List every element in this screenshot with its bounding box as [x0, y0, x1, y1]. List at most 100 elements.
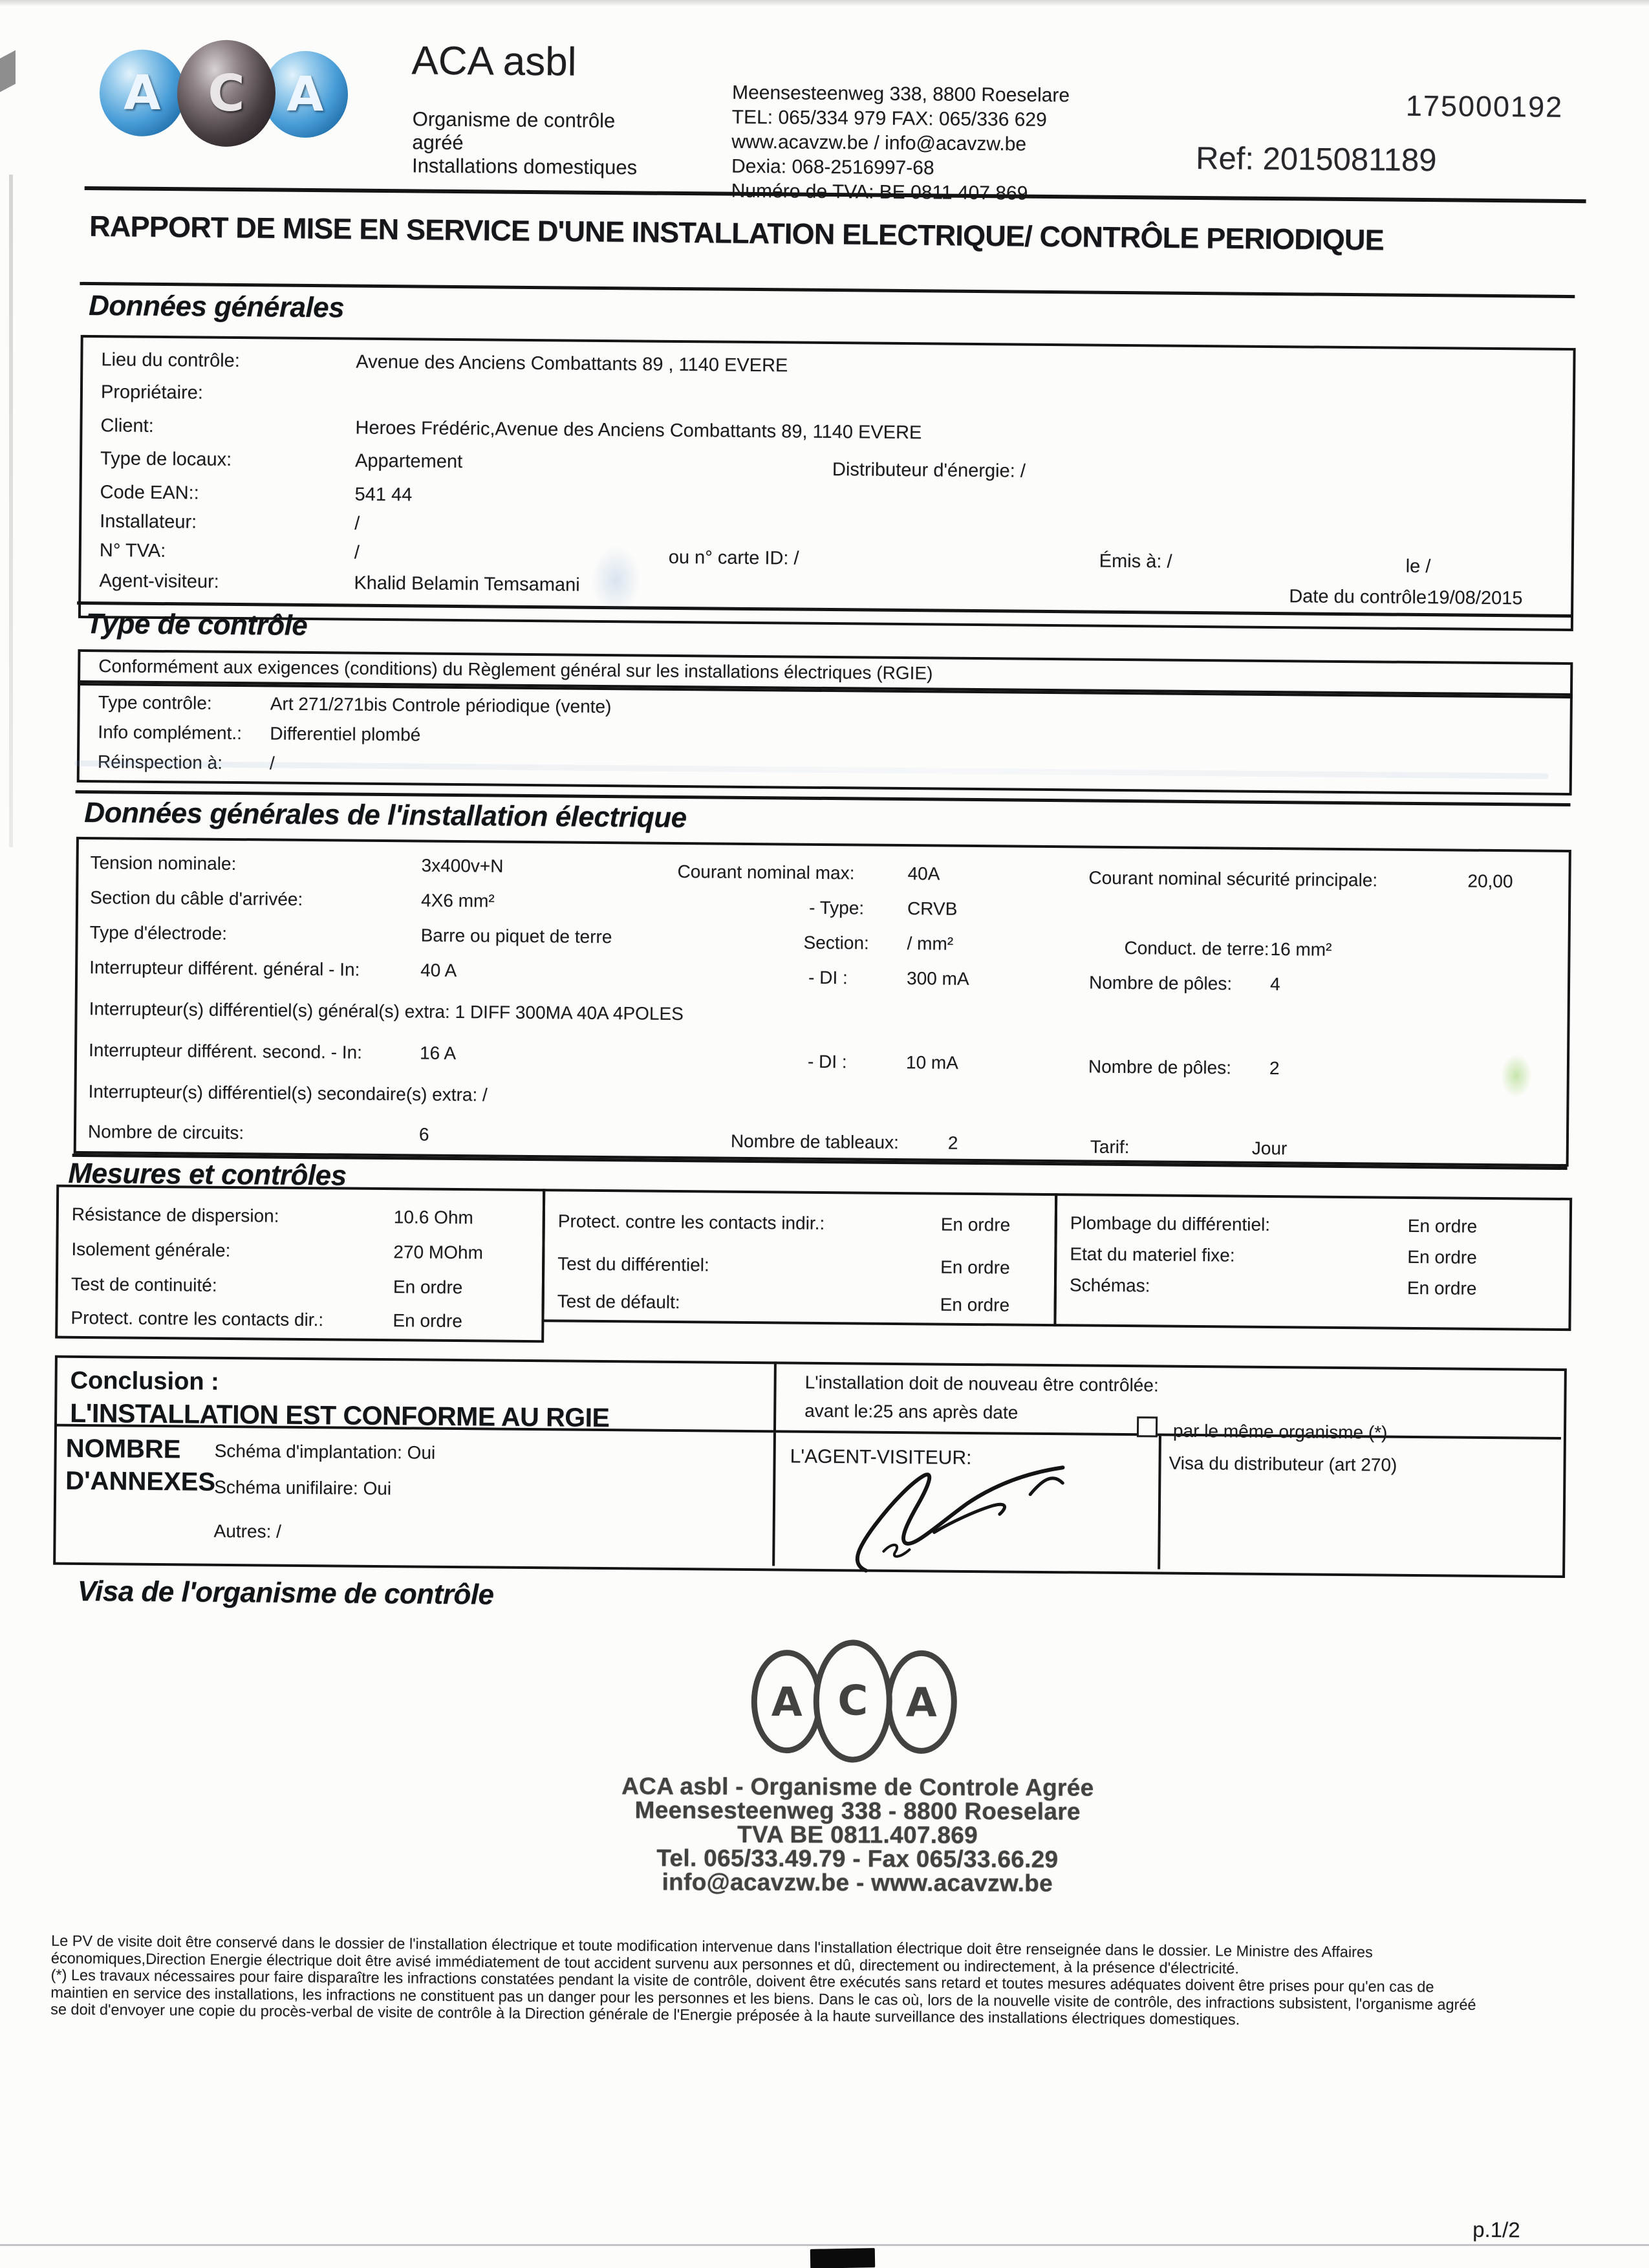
mesure-label: Résistance de dispersion:: [71, 1204, 279, 1226]
agent-label: Agent-visiteur:: [99, 570, 219, 592]
diff-second-label: Interrupteur différent. second. - In:: [88, 1040, 363, 1063]
sec-extra-value: /: [482, 1085, 488, 1105]
circuits-value: 6: [418, 1124, 429, 1145]
annexes-title-line2: D'ANNEXES: [65, 1466, 216, 1496]
org-line-2: agréé: [412, 131, 464, 155]
carte-id: ou n° carte ID: /: [668, 546, 799, 569]
ean-value: 541 44: [354, 484, 413, 506]
section2-label: Section:: [803, 932, 869, 953]
type-controle-label: Type contrôle:: [98, 692, 212, 713]
agent-value: Khalid Belamin Temsamani: [354, 572, 580, 596]
type-controle-value: Art 271/271bis Controle périodique (vent…: [270, 693, 612, 717]
proprietaire-label: Propriétaire:: [100, 382, 204, 404]
circuits-label: Nombre de circuits:: [87, 1121, 244, 1143]
conclusion-result: L'INSTALLATION EST CONFORME AU RGIE: [69, 1398, 610, 1433]
section-heading-type-controle: Type de contrôle: [85, 608, 308, 642]
scan-line-bottom: [0, 2244, 1649, 2246]
logo-letter: A: [123, 65, 162, 121]
recontrole-line1: L'installation doit de nouveau être cont…: [804, 1372, 1159, 1396]
poles1-value: 4: [1269, 974, 1280, 995]
contact-line-3: www.acavzw.be / info@acavzw.be: [731, 131, 1027, 155]
org-line-3: Installations domestiques: [411, 154, 638, 179]
conduct-terre-label: Conduct. de terre:: [1124, 938, 1269, 959]
mesure-label: Etat du materiel fixe:: [1070, 1244, 1235, 1266]
mesure-value: En ordre: [940, 1214, 1011, 1235]
lieu-value: Avenue des Anciens Combattants 89 , 1140…: [356, 351, 788, 376]
tva-label: N° TVA:: [99, 540, 166, 562]
conduct-terre-value: 16 mm²: [1270, 939, 1332, 960]
mesure-label: Test du différentiel:: [557, 1253, 709, 1275]
stamp-line-5: info@acavzw.be - www.acavzw.be: [662, 1868, 1053, 1897]
doc-number: 175000192: [1405, 89, 1564, 124]
document-title: RAPPORT DE MISE EN SERVICE D'UNE INSTALL…: [89, 209, 1385, 257]
aca-logo: A C A: [99, 39, 358, 147]
legal-footnote: Le PV de visite doit être conservé dans …: [50, 1932, 1476, 2031]
logo-orb-middle: C: [177, 39, 276, 147]
mesure-value: 10.6 Ohm: [393, 1207, 473, 1228]
info-complement-label: Info complément.:: [98, 722, 242, 744]
scan-smudge-green: [1500, 1053, 1533, 1098]
installateur-label: Installateur:: [100, 511, 197, 533]
mesure-value: En ordre: [1407, 1246, 1477, 1268]
stamp-line-3: TVA BE 0811.407.869: [737, 1820, 978, 1849]
contact-line-2: TEL: 065/334 979 FAX: 065/336 629: [731, 106, 1047, 131]
type2-label: - Type:: [808, 897, 865, 918]
agent-signature: [855, 1465, 1065, 1573]
diff-second-value: 16 A: [419, 1042, 457, 1064]
section-heading-installation: Données générales de l'installation élec…: [84, 796, 687, 834]
di2-label: - DI :: [807, 1051, 847, 1072]
ean-label: Code EAN::: [100, 482, 199, 504]
contact-line-1: Meensesteenweg 338, 8800 Roeselare: [731, 81, 1070, 107]
type2-value: CRVB: [907, 898, 958, 919]
stamp-orb-left: A: [751, 1649, 823, 1754]
meme-organisme-checkbox[interactable]: [1136, 1416, 1158, 1438]
di2-value: 10 mA: [905, 1052, 959, 1073]
date-controle-value: 19/08/2015: [1428, 587, 1523, 609]
info-complement-value: Differentiel plombé: [270, 723, 421, 745]
tarif-label: Tarif:: [1090, 1136, 1130, 1158]
emis-a: Émis à: /: [1099, 550, 1172, 572]
mesure-value: En ordre: [940, 1294, 1010, 1315]
logo-letter: C: [207, 64, 246, 123]
di1-value: 300 mA: [906, 968, 969, 989]
stamp-line-2: Meensesteenweg 338 - 8800 Roeselare: [634, 1797, 1081, 1825]
lieu-label: Lieu du contrôle:: [101, 349, 240, 372]
electrode-value: Barre ou piquet de terre: [420, 925, 612, 947]
cable-value: 4X6 mm²: [420, 890, 495, 911]
scan-edge-top: [0, 0, 1649, 6]
mesure-label: Protect. contre les contacts indir.:: [557, 1211, 825, 1234]
section-heading-donnees-generales: Données générales: [88, 290, 345, 324]
diff-general-label: Interrupteur différent. général - In:: [89, 957, 360, 980]
section2-value: / mm²: [907, 933, 954, 954]
mesure-label: Test de défault:: [557, 1291, 680, 1313]
logo-letter: A: [286, 66, 325, 123]
visa-distributeur-label: Visa du distributeur (art 270): [1169, 1453, 1397, 1475]
tarif-value: Jour: [1251, 1138, 1288, 1159]
mesure-label: Schémas:: [1069, 1275, 1150, 1296]
distributeur-energie: Distributeur d'énergie: /: [832, 459, 1026, 482]
mesure-label: Plombage du différentiel:: [1070, 1213, 1271, 1235]
courant-securite-value: 20,00: [1467, 870, 1513, 892]
annexe-autres: Autres: /: [213, 1520, 282, 1542]
cable-label: Section du câble d'arrivée:: [90, 887, 303, 909]
page-number: p.1/2: [1472, 2217, 1520, 2242]
le-date: le /: [1405, 556, 1431, 578]
locaux-value: Appartement: [354, 450, 463, 473]
scan-edge-left: [9, 175, 13, 847]
poles1-label: Nombre de pôles:: [1088, 972, 1233, 994]
mesure-value: En ordre: [1407, 1215, 1478, 1237]
stamp-line-1: ACA asbl - Organisme de Controle Agrée: [621, 1773, 1094, 1801]
stamp-logo: A C A: [751, 1639, 965, 1766]
stamp-letter: A: [905, 1678, 937, 1726]
stamp-orb-middle: C: [813, 1639, 893, 1763]
meme-organisme-label: par le même organisme (*): [1172, 1420, 1388, 1443]
scan-smudge-blue: [589, 544, 642, 616]
tableaux-value: 2: [947, 1132, 958, 1153]
sec-extra-row: Interrupteur(s) différentiel(s) secondai…: [88, 1081, 488, 1105]
client-label: Client:: [100, 415, 154, 437]
stamp-letter: A: [771, 1678, 803, 1725]
mesure-value: 270 MOhm: [393, 1242, 484, 1263]
electrode-label: Type d'électrode:: [89, 922, 228, 944]
stamp-orb-right: A: [885, 1650, 958, 1755]
